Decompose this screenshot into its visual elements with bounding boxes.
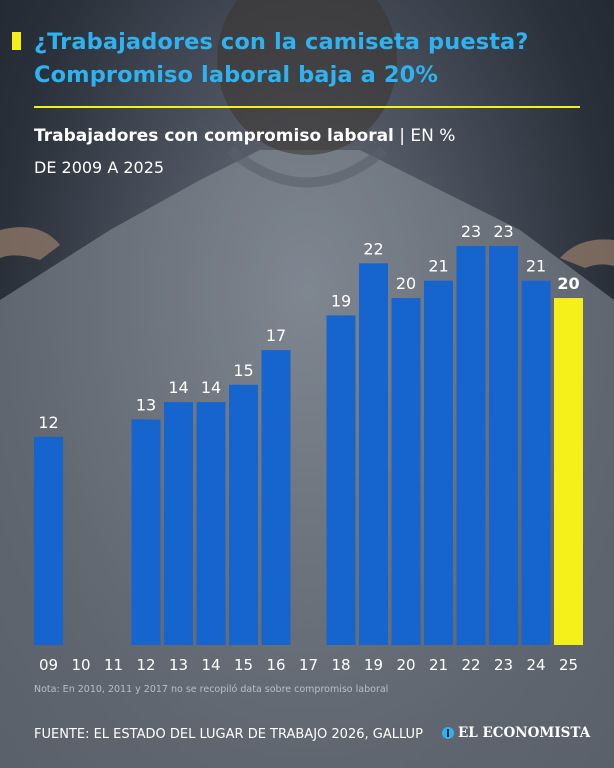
data-label-24: 21 — [526, 257, 546, 276]
title-line-2: Compromiso laboral baja a 20% — [34, 62, 438, 88]
title-accent-bar — [12, 32, 21, 50]
x-tick-16: 16 — [266, 656, 285, 674]
title-line-1: ¿Trabajadores con la camiseta puesta? — [34, 29, 529, 55]
data-label-15: 15 — [233, 361, 253, 380]
data-label-16: 17 — [266, 326, 286, 345]
bar-24 — [521, 280, 551, 645]
x-tick-19: 19 — [364, 656, 383, 674]
bar-22 — [456, 246, 486, 645]
x-tick-25: 25 — [559, 656, 578, 674]
x-tick-15: 15 — [234, 656, 253, 674]
footnote: Nota: En 2010, 2011 y 2017 no se recopil… — [34, 684, 389, 695]
chart-title-text: Trabajadores con compromiso laboral — [34, 126, 394, 146]
data-label-19: 22 — [363, 239, 383, 258]
bar-23 — [489, 246, 518, 645]
x-tick-18: 18 — [331, 656, 350, 674]
data-label-18: 19 — [331, 291, 351, 310]
economista-logo-icon — [442, 727, 454, 739]
bar-25 — [554, 298, 583, 645]
data-label-20: 20 — [396, 274, 416, 293]
x-tick-10: 10 — [71, 656, 90, 674]
data-label-23: 23 — [493, 222, 513, 241]
bar-09 — [34, 436, 63, 645]
x-tick-20: 20 — [396, 656, 415, 674]
x-tick-21: 21 — [429, 656, 448, 674]
source-credit: FUENTE: EL ESTADO DEL LUGAR DE TRABAJO 2… — [34, 727, 423, 742]
data-label-09: 12 — [38, 413, 58, 432]
brand-name: EL ECONOMISTA — [458, 725, 591, 741]
bar-14 — [196, 402, 226, 645]
bar-16 — [261, 350, 291, 645]
page-title: ¿Trabajadores con la camiseta puesta? Co… — [34, 26, 594, 92]
bar-13 — [164, 402, 193, 645]
x-tick-12: 12 — [136, 656, 155, 674]
x-tick-17: 17 — [299, 656, 318, 674]
title-divider — [34, 106, 580, 108]
chart-subtitle: DE 2009 A 2025 — [34, 158, 165, 177]
x-tick-23: 23 — [494, 656, 513, 674]
bar-19 — [359, 263, 388, 645]
data-label-22: 23 — [461, 222, 481, 241]
x-tick-14: 14 — [201, 656, 220, 674]
chart-title: Trabajadores con compromiso laboral | EN… — [34, 126, 455, 146]
bar-20 — [391, 298, 421, 645]
bar-21 — [424, 280, 453, 645]
bar-15 — [229, 384, 258, 645]
data-label-25: 20 — [557, 274, 579, 293]
data-label-14: 14 — [201, 378, 221, 397]
data-label-12: 13 — [136, 395, 156, 414]
data-label-21: 21 — [428, 257, 448, 276]
x-tick-24: 24 — [526, 656, 545, 674]
chart-unit-label: | EN % — [399, 126, 456, 146]
x-tick-22: 22 — [461, 656, 480, 674]
x-tick-13: 13 — [169, 656, 188, 674]
data-label-13: 14 — [168, 378, 188, 397]
bar-18 — [326, 315, 356, 645]
x-tick-09: 09 — [39, 656, 58, 674]
x-tick-11: 11 — [104, 656, 123, 674]
brand-logo: EL ECONOMISTA — [442, 725, 590, 741]
bar-12 — [131, 419, 161, 645]
